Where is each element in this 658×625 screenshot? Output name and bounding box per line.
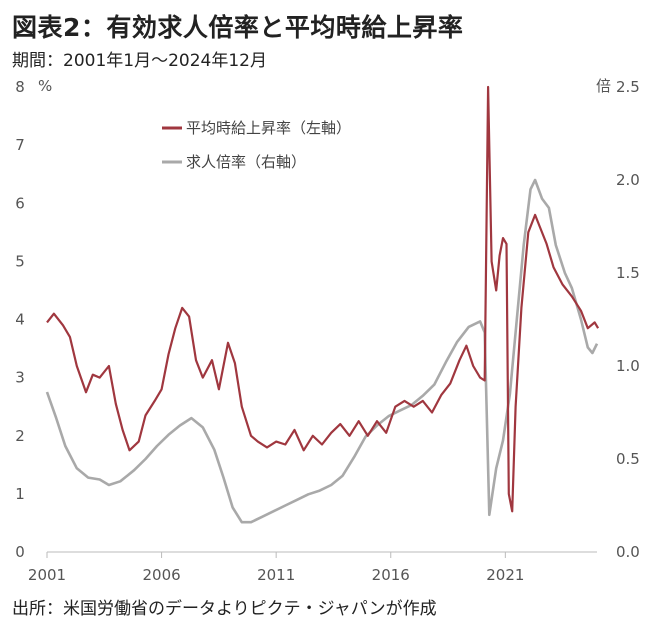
left-tick-label: 7 [15, 136, 25, 154]
left-tick-label: 3 [15, 369, 25, 387]
series-line-wage-growth [46, 85, 600, 513]
series-layer [45, 85, 600, 524]
left-tick-label: 4 [15, 311, 25, 329]
source-note: 出所：米国労働省のデータよりピクテ・ジャパンが作成 [12, 599, 437, 619]
right-tick-label: 0.0 [616, 543, 640, 561]
left-tick-label: 2 [15, 427, 25, 445]
x-axis: 2001 2006 2011 2016 2021 [28, 551, 597, 584]
x-tick-label: 2006 [142, 566, 180, 584]
legend-label-openings: 求人倍率（右軸） [186, 153, 306, 171]
right-tick-label: 2.5 [616, 78, 640, 96]
x-tick-label: 2001 [28, 566, 66, 584]
right-tick-label: 1.0 [616, 357, 640, 375]
legend-label-wage: 平均時給上昇率（左軸） [186, 119, 351, 137]
chart-title: 図表2：有効求人倍率と平均時給上昇率 [12, 13, 464, 42]
right-axis-unit: 倍 [596, 77, 611, 95]
left-tick-label: 6 [15, 194, 25, 212]
right-tick-label: 0.5 [616, 450, 640, 468]
left-tick-label: 1 [15, 485, 25, 503]
left-axis: 0 1 2 3 4 5 6 7 8 [15, 78, 25, 561]
series-line-job-openings-ratio [45, 178, 599, 524]
left-tick-label: 0 [15, 543, 25, 561]
right-tick-label: 2.0 [616, 171, 640, 189]
right-axis: 0.0 0.5 1.0 1.5 2.0 2.5 [616, 78, 640, 561]
left-axis-unit: % [38, 77, 52, 95]
x-tick-label: 2016 [372, 566, 410, 584]
legend: 平均時給上昇率（左軸） 求人倍率（右軸） [162, 119, 351, 171]
left-tick-label: 5 [15, 252, 25, 270]
right-tick-label: 1.5 [616, 264, 640, 282]
left-tick-label: 8 [15, 78, 25, 96]
x-tick-label: 2011 [257, 566, 295, 584]
x-tick-label: 2021 [486, 566, 524, 584]
chart-subtitle: 期間：2001年1月～2024年12月 [12, 51, 267, 71]
